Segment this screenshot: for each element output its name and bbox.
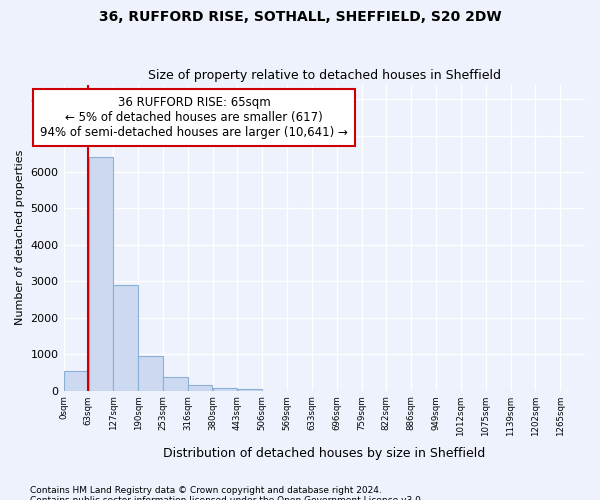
Text: Contains HM Land Registry data © Crown copyright and database right 2024.: Contains HM Land Registry data © Crown c… <box>30 486 382 495</box>
Bar <box>113 285 138 391</box>
Bar <box>188 385 212 390</box>
Y-axis label: Number of detached properties: Number of detached properties <box>15 150 25 326</box>
Bar <box>138 356 163 390</box>
Text: 36, RUFFORD RISE, SOTHALL, SHEFFIELD, S20 2DW: 36, RUFFORD RISE, SOTHALL, SHEFFIELD, S2… <box>98 10 502 24</box>
X-axis label: Distribution of detached houses by size in Sheffield: Distribution of detached houses by size … <box>163 447 485 460</box>
Text: 36 RUFFORD RISE: 65sqm
← 5% of detached houses are smaller (617)
94% of semi-det: 36 RUFFORD RISE: 65sqm ← 5% of detached … <box>40 96 348 139</box>
Bar <box>213 388 237 390</box>
Bar <box>238 389 262 390</box>
Text: Contains public sector information licensed under the Open Government Licence v3: Contains public sector information licen… <box>30 496 424 500</box>
Bar <box>163 377 188 390</box>
Bar <box>64 370 88 390</box>
Title: Size of property relative to detached houses in Sheffield: Size of property relative to detached ho… <box>148 69 501 82</box>
Bar <box>89 158 113 390</box>
